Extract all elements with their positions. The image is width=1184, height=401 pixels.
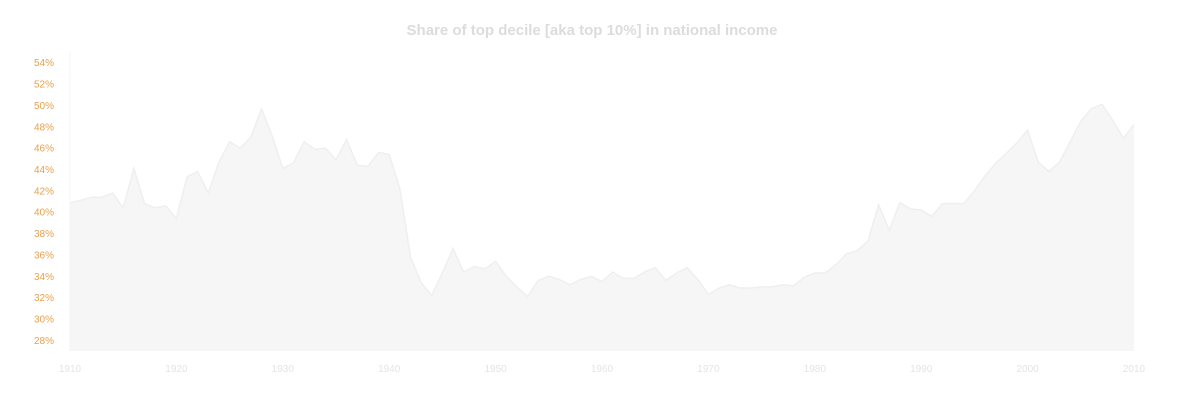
y-tick-label: 44% bbox=[34, 165, 54, 176]
x-tick-label: 1970 bbox=[697, 364, 720, 375]
y-tick-label: 42% bbox=[34, 186, 54, 197]
y-tick-label: 32% bbox=[34, 293, 54, 304]
chart-title: Share of top decile [aka top 10%] in nat… bbox=[406, 22, 778, 39]
x-tick-label: 1930 bbox=[272, 364, 295, 375]
x-tick-label: 1940 bbox=[378, 364, 401, 375]
y-tick-label: 52% bbox=[34, 80, 54, 91]
y-tick-label: 50% bbox=[34, 101, 54, 112]
y-tick-label: 30% bbox=[34, 314, 54, 325]
x-axis: 1910 1920 1930 1940 1950 1960 1970 1980 1990 2000… bbox=[59, 364, 1146, 375]
x-tick-label: 1990 bbox=[910, 364, 933, 375]
y-axis: 54% 52% 50% 48% 46% 44% 42% 40% 38% 36% 34% 32% 30% 2… bbox=[34, 58, 54, 347]
y-tick-label: 28% bbox=[34, 336, 54, 347]
x-tick-label: 2010 bbox=[1123, 364, 1146, 375]
series-line bbox=[69, 103, 1135, 298]
y-tick-label: 34% bbox=[34, 272, 54, 283]
y-tick-label: 46% bbox=[34, 144, 54, 155]
y-tick-label: 36% bbox=[34, 250, 54, 261]
area-fill bbox=[70, 104, 1134, 351]
area-series bbox=[69, 103, 1135, 351]
x-tick-label: 1980 bbox=[804, 364, 827, 375]
x-tick-label: 1950 bbox=[484, 364, 507, 375]
y-tick-label: 54% bbox=[34, 58, 54, 69]
x-tick-label: 1960 bbox=[591, 364, 614, 375]
x-tick-label: 2000 bbox=[1016, 364, 1039, 375]
x-tick-label: 1920 bbox=[165, 364, 188, 375]
x-tick-label: 1910 bbox=[59, 364, 82, 375]
y-tick-label: 48% bbox=[34, 122, 54, 133]
y-tick-label: 40% bbox=[34, 208, 54, 219]
y-tick-label: 38% bbox=[34, 229, 54, 240]
